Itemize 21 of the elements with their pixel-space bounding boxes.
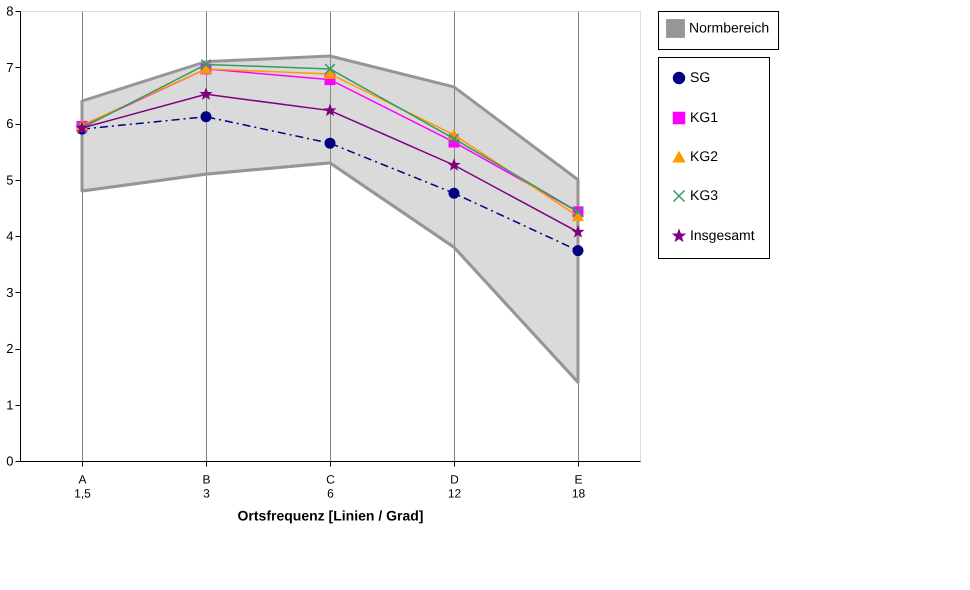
x-axis-title: Ortsfrequenz [Linien / Grad] — [238, 508, 424, 524]
y-tick-label: 6 — [6, 116, 14, 131]
y-tick-label: 2 — [6, 341, 14, 356]
y-tick-label: 0 — [6, 454, 14, 468]
legend-label: KG1 — [690, 109, 718, 125]
legend-label: KG2 — [690, 148, 718, 164]
y-tick-label: 8 — [6, 4, 14, 18]
x-tick-label: D 12 — [448, 472, 462, 500]
x-tick-label: E 18 — [572, 472, 586, 500]
y-tick-label: 4 — [6, 228, 14, 244]
x-tick-label: C 6 — [326, 472, 336, 500]
legend-label: KG3 — [690, 187, 718, 203]
y-tick-label: 5 — [6, 172, 14, 188]
x-tick-label: A 1,5 — [74, 472, 92, 500]
y-tick-label: 3 — [6, 284, 14, 300]
legend-label: Insgesamt — [690, 227, 755, 243]
y-tick-label: 7 — [6, 60, 14, 75]
x-tick-label: B 3 — [202, 472, 211, 500]
y-tick-label: 1 — [6, 397, 14, 412]
legend-label: SG — [690, 69, 710, 85]
legend-label: Normbereich — [689, 20, 770, 36]
